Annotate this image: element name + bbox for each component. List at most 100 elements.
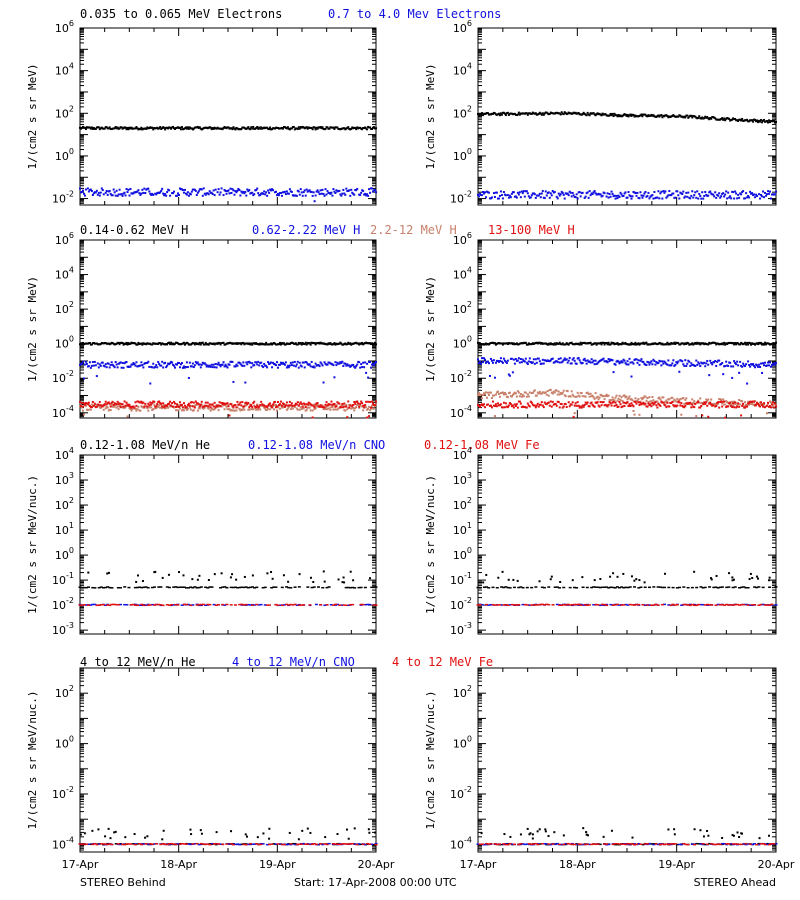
data-point: [664, 404, 667, 407]
data-point: [181, 406, 184, 409]
data-point: [177, 409, 180, 412]
data-point: [668, 190, 671, 193]
data-point: [584, 195, 587, 198]
data-point: [149, 401, 152, 404]
data-point: [599, 400, 602, 403]
data-point: [698, 362, 701, 365]
data-point: [302, 604, 306, 606]
data-point: [484, 196, 487, 199]
data-point: [743, 342, 746, 345]
data-point: [351, 191, 354, 194]
data-point: [598, 396, 601, 399]
data-point: [243, 408, 246, 411]
data-point: [674, 363, 677, 366]
data-point: [116, 400, 119, 403]
data-point: [303, 189, 306, 192]
data-point: [744, 406, 747, 409]
data-point: [360, 191, 363, 194]
data-point: [581, 395, 584, 398]
data-point: [312, 581, 315, 584]
data-point: [566, 112, 569, 115]
data-point: [317, 191, 320, 194]
data-point: [182, 402, 185, 405]
data-point: [546, 343, 549, 346]
data-point: [345, 364, 348, 367]
data-point: [182, 191, 185, 194]
data-point: [316, 127, 319, 130]
data-point: [106, 193, 109, 196]
data-point: [374, 405, 377, 408]
data-point: [560, 343, 563, 346]
data-point: [189, 193, 192, 196]
data-point: [588, 405, 591, 408]
data-point: [764, 406, 767, 409]
data-point: [147, 402, 150, 405]
data-point: [225, 603, 229, 606]
data-point: [752, 120, 755, 123]
data-point: [183, 404, 186, 407]
data-point: [314, 403, 317, 406]
data-point: [89, 127, 92, 130]
data-point: [607, 196, 610, 199]
data-point: [773, 362, 776, 365]
data-point: [148, 404, 151, 407]
data-point: [134, 407, 137, 410]
data-point: [533, 404, 536, 407]
data-point: [245, 194, 248, 197]
data-point: [320, 192, 323, 195]
data-point: [614, 401, 617, 404]
data-point: [540, 362, 543, 365]
data-point: [182, 603, 186, 606]
data-point: [494, 393, 497, 396]
data-point: [693, 406, 696, 409]
data-point: [568, 356, 571, 359]
data-point: [660, 364, 663, 367]
data-point: [588, 114, 591, 117]
data-point: [763, 118, 766, 121]
data-point: [583, 403, 586, 406]
data-point: [627, 363, 630, 366]
data-point: [143, 405, 146, 408]
data-point: [639, 400, 642, 403]
data-point: [373, 364, 376, 367]
data-point: [79, 187, 81, 190]
data-point: [510, 395, 513, 398]
data-point: [499, 112, 502, 115]
data-point: [566, 192, 569, 195]
data-point: [203, 404, 206, 407]
data-point: [374, 341, 377, 344]
data-point: [575, 193, 578, 196]
data-point: [187, 587, 191, 589]
data-point: [233, 586, 237, 589]
data-point: [371, 400, 374, 403]
data-point: [556, 197, 559, 200]
data-point: [505, 361, 508, 364]
data-point: [124, 343, 127, 346]
data-point: [514, 405, 517, 408]
data-point: [615, 403, 618, 406]
data-point: [348, 604, 352, 606]
data-point: [365, 400, 368, 403]
data-point: [168, 402, 171, 405]
data-point: [187, 603, 191, 606]
data-point: [734, 341, 737, 344]
data-point: [722, 398, 725, 401]
data-point: [769, 121, 772, 124]
data-point: [687, 116, 690, 119]
data-point: [551, 189, 554, 192]
data-point: [583, 196, 586, 199]
data-point: [209, 406, 212, 409]
data-point: [222, 404, 225, 407]
data-point: [324, 408, 327, 411]
data-point: [222, 361, 225, 364]
data-point: [270, 189, 273, 192]
data-point: [289, 361, 292, 364]
data-point: [589, 341, 592, 344]
data-point: [480, 194, 483, 197]
data-point: [255, 603, 259, 606]
data-point: [676, 397, 679, 400]
data-point: [135, 604, 139, 607]
data-point: [333, 342, 336, 345]
data-point: [212, 189, 215, 192]
